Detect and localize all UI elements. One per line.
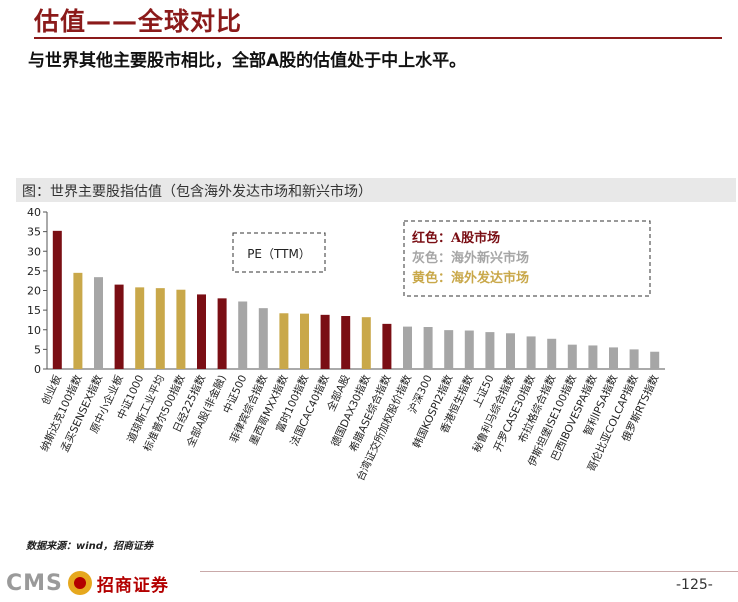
bar bbox=[73, 272, 83, 369]
page-title: 估值——全球对比 bbox=[34, 7, 243, 36]
page-number: -125- bbox=[676, 577, 713, 593]
y-tick-label: 0 bbox=[34, 363, 41, 376]
annotation-box bbox=[232, 232, 326, 273]
bar bbox=[279, 313, 289, 369]
bar bbox=[361, 317, 371, 369]
cms-logo: CMS 招商证券 bbox=[6, 568, 169, 598]
legend-entry: 红色：A股市场 bbox=[412, 230, 500, 246]
logo-badge-icon bbox=[67, 571, 92, 595]
pe-bar-chart: 0510152025303540创业板纳斯达克100指数孟买SENSEX指数原中… bbox=[27, 206, 665, 483]
annotation-label: PE（TTM） bbox=[247, 247, 311, 261]
footer-divider bbox=[200, 571, 738, 572]
title-divider bbox=[34, 37, 722, 39]
bar bbox=[300, 313, 309, 369]
logo-name: 招商证券 bbox=[96, 575, 169, 596]
bar bbox=[135, 287, 145, 369]
bar bbox=[217, 298, 227, 369]
legend-entry: 黄色：海外发达市场 bbox=[412, 270, 529, 286]
bar bbox=[526, 336, 536, 369]
y-tick-label: 5 bbox=[34, 343, 41, 356]
bar bbox=[444, 330, 454, 369]
y-tick-label: 15 bbox=[27, 304, 41, 317]
bar bbox=[320, 314, 330, 369]
figure-caption-band bbox=[16, 178, 736, 202]
bar bbox=[403, 326, 412, 369]
bar bbox=[155, 288, 165, 369]
bar bbox=[197, 294, 206, 369]
page-subtitle: 与世界其他主要股市相比，全部A股的估值处于中上水平。 bbox=[28, 51, 467, 71]
bar bbox=[341, 316, 351, 369]
bar bbox=[609, 347, 618, 369]
bar bbox=[650, 351, 660, 369]
y-tick-label: 25 bbox=[27, 265, 41, 278]
y-tick-label: 20 bbox=[27, 285, 41, 298]
legend-entry: 灰色：海外新兴市场 bbox=[412, 250, 529, 266]
chart-title: 图：世界主要股指估值（包含海外发达市场和新兴市场） bbox=[22, 184, 372, 200]
bar bbox=[588, 345, 598, 369]
legend-box bbox=[403, 220, 651, 297]
y-tick-label: 35 bbox=[27, 226, 41, 239]
bar bbox=[382, 323, 392, 369]
bar bbox=[506, 333, 515, 369]
bar bbox=[238, 301, 248, 369]
y-tick-label: 30 bbox=[27, 245, 41, 258]
bar bbox=[52, 230, 62, 369]
bar bbox=[464, 330, 474, 369]
bar bbox=[258, 308, 268, 369]
y-tick-label: 40 bbox=[27, 206, 41, 219]
bar bbox=[94, 277, 103, 369]
bar bbox=[114, 284, 124, 369]
logo-text: CMS bbox=[6, 570, 63, 596]
bar bbox=[176, 289, 186, 369]
bar bbox=[567, 344, 577, 369]
y-tick-label: 10 bbox=[27, 324, 41, 337]
bar bbox=[485, 332, 495, 369]
data-source-note: 数据来源：wind，招商证券 bbox=[26, 541, 153, 552]
bar bbox=[629, 349, 639, 369]
bar bbox=[547, 338, 557, 369]
bar bbox=[423, 327, 433, 369]
